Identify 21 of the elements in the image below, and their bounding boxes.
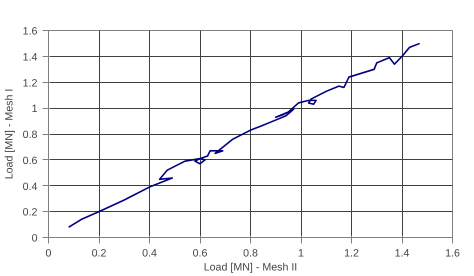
- y-tick-label: 0.4: [22, 180, 38, 193]
- y-tick-label: 0: [32, 232, 38, 244]
- line-series: [68, 42, 420, 228]
- x-tick-label: 0.8: [243, 248, 258, 260]
- y-tick-label: 1.4: [22, 51, 38, 64]
- y-tick-label: 1.6: [22, 26, 38, 38]
- x-tick-label: 0.2: [92, 248, 106, 260]
- y-tick-label: 0.8: [22, 129, 38, 141]
- x-tick-label: 1: [298, 248, 304, 260]
- x-tick-label: 0.6: [192, 248, 208, 260]
- y-axis-title: Load [MN] - Mesh I: [4, 88, 16, 180]
- x-tick-label: 1.4: [394, 248, 410, 260]
- x-tick-label: 0.4: [142, 248, 157, 260]
- y-tick-label: 1: [32, 103, 38, 116]
- x-tick-label: 1.2: [344, 248, 359, 260]
- x-tick-label: 1.6: [445, 248, 460, 260]
- y-tick-label: 1.2: [22, 77, 38, 90]
- y-tick-label: 0.6: [22, 154, 38, 167]
- y-tick-label: 0.2: [22, 206, 38, 219]
- x-tick-label: 0: [46, 248, 52, 260]
- x-axis-title: Load [MN] - Mesh II: [204, 262, 298, 274]
